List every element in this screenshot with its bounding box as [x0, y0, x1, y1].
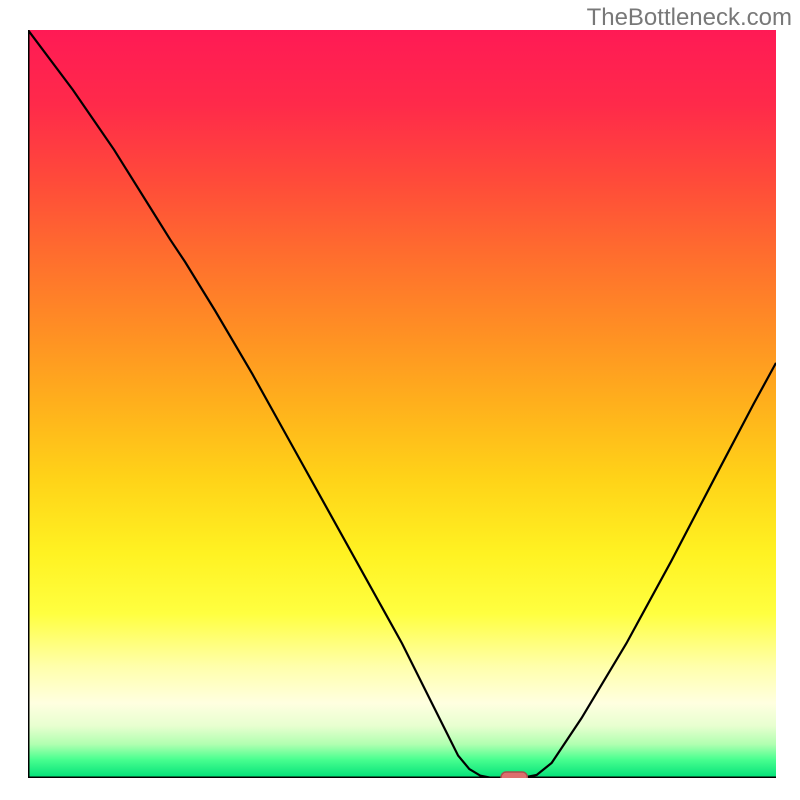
optimal-marker — [501, 772, 527, 778]
watermark-text: TheBottleneck.com — [587, 4, 792, 32]
chart-background — [28, 30, 776, 778]
chart-svg — [28, 30, 776, 778]
chart-area — [28, 30, 776, 778]
